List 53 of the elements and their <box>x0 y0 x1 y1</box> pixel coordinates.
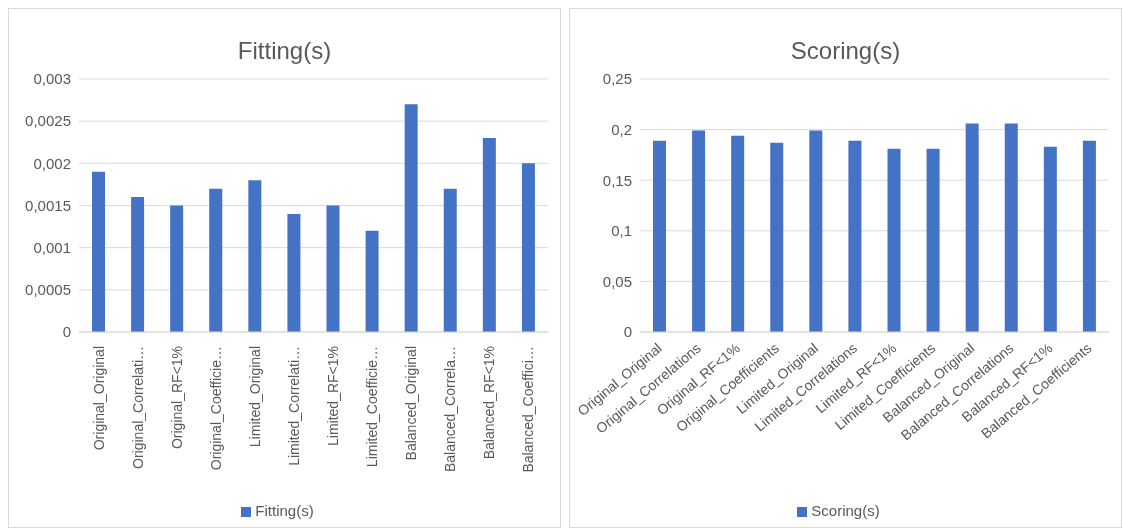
x-tick-label: Original_Original <box>90 346 107 451</box>
chart-title: Scoring(s) <box>789 36 902 66</box>
y-tick-label: 0,001 <box>33 238 71 256</box>
bar <box>653 140 666 332</box>
bar <box>521 163 535 332</box>
y-tick-label: 0,05 <box>602 272 632 290</box>
y-tick-label: 0,003 <box>33 70 71 88</box>
x-tick-label: Balanced_Coeffici… <box>520 346 537 473</box>
y-tick-label: 0,15 <box>602 171 632 189</box>
bar <box>326 205 340 332</box>
bar <box>926 148 940 332</box>
y-tick-label: 0,2 <box>611 120 632 138</box>
y-tick-label: 0 <box>62 323 71 341</box>
y-tick-label: 0,0005 <box>25 281 71 299</box>
bar <box>965 123 979 332</box>
bar <box>1004 123 1018 332</box>
bar <box>131 197 145 332</box>
x-tick-label: Limited_Coefficie… <box>364 346 381 468</box>
legend-label: Scoring(s) <box>811 502 880 519</box>
x-tick-label: Balanced_RF<1% <box>481 346 498 460</box>
bar <box>692 130 706 332</box>
bar <box>287 213 301 332</box>
x-tick-label: Original_RF<1% <box>168 346 185 450</box>
bar <box>809 130 823 332</box>
bar <box>209 188 223 332</box>
x-tick-label: Balanced_Correla… <box>442 346 459 473</box>
bar <box>443 188 457 332</box>
bar <box>92 171 105 332</box>
x-tick-label: Limited_RF<1% <box>325 346 342 446</box>
y-tick-label: 0,0015 <box>25 196 71 214</box>
bar <box>731 135 745 332</box>
bar <box>848 140 862 332</box>
bar <box>404 104 418 332</box>
bar <box>170 205 184 332</box>
x-tick-label: Limited_Original <box>246 346 263 448</box>
y-tick-label: 0,0025 <box>25 112 71 130</box>
bar <box>887 148 901 332</box>
legend-label: Fitting(s) <box>255 502 314 519</box>
bar <box>365 230 379 332</box>
bar <box>770 142 784 332</box>
bar <box>1043 146 1057 332</box>
x-tick-label: Limited_Correlati… <box>285 346 302 466</box>
bar <box>1082 140 1096 332</box>
bar <box>248 180 262 332</box>
y-tick-label: 0 <box>623 323 632 341</box>
x-tick-label: Original_Correlati… <box>129 346 146 469</box>
x-tick-label: Balanced_Original <box>403 346 420 461</box>
y-tick-label: 0,25 <box>602 70 632 88</box>
y-tick-label: 0,002 <box>33 154 71 172</box>
bar <box>482 138 496 332</box>
y-tick-label: 0,1 <box>611 222 632 240</box>
x-tick-label: Original_Coefficie… <box>207 346 224 471</box>
chart-title: Fitting(s) <box>236 36 333 66</box>
